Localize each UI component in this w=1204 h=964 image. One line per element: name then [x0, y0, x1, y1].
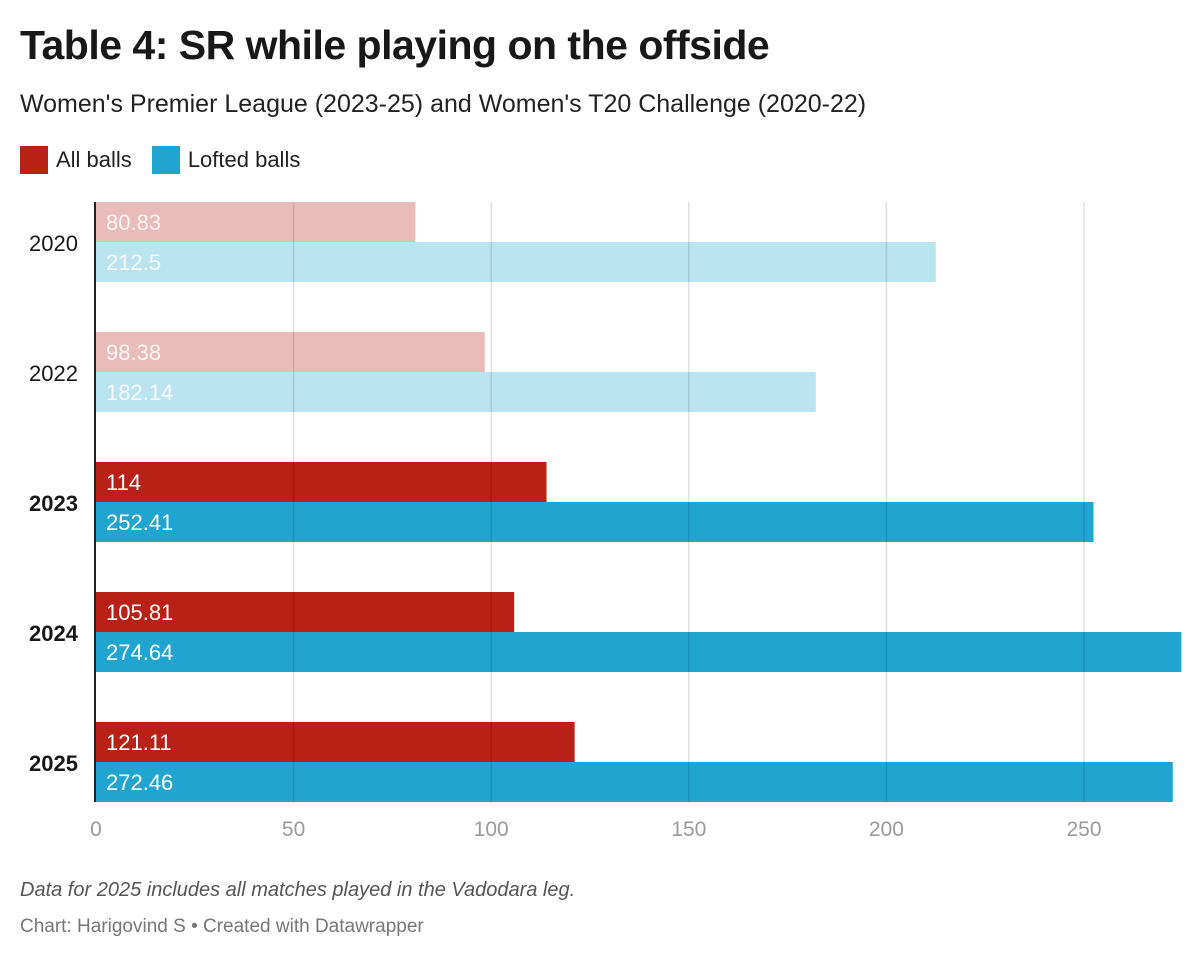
x-tick-label: 0 — [90, 818, 102, 841]
bar-all-balls-2020 — [96, 202, 416, 242]
legend-item-lofted-balls: Lofted balls — [151, 146, 301, 174]
bar-lofted-balls-2023 — [96, 502, 1094, 542]
bar-all-balls-2022 — [96, 332, 485, 372]
legend-label: Lofted balls — [187, 147, 301, 172]
x-tick-label: 50 — [282, 818, 305, 841]
data-label: 182.14 — [106, 380, 173, 405]
category-label: 2025 — [29, 751, 78, 776]
data-label: 98.38 — [106, 340, 161, 365]
bar-lofted-balls-2020 — [96, 242, 936, 282]
x-tick-label: 100 — [474, 818, 509, 841]
data-label: 114 — [106, 470, 141, 495]
bar-lofted-balls-2025 — [96, 762, 1173, 802]
category-label: 2020 — [29, 231, 78, 256]
data-label: 105.81 — [106, 600, 173, 625]
legend-label: All balls — [56, 147, 132, 172]
chart-subtitle: Women's Premier League (2023-25) and Wom… — [20, 90, 867, 118]
data-label: 212.5 — [106, 250, 161, 275]
category-label: 2024 — [29, 621, 79, 646]
legend: All balls Lofted balls — [20, 146, 300, 174]
chart-note: Data for 2025 includes all matches playe… — [20, 879, 576, 901]
bar-lofted-balls-2024 — [96, 632, 1182, 672]
x-tick-label: 250 — [1066, 818, 1101, 841]
data-label: 121.11 — [106, 730, 172, 755]
data-label: 274.64 — [106, 640, 173, 665]
legend-item-all-balls: All balls — [20, 146, 132, 174]
category-label: 2023 — [29, 491, 78, 516]
chart-title: Table 4: SR while playing on the offside — [20, 22, 770, 68]
chart-credit: Chart: Harigovind S • Created with Dataw… — [20, 916, 424, 937]
bar-all-balls-2025 — [96, 722, 575, 762]
data-label: 80.83 — [106, 210, 161, 235]
data-label: 272.46 — [106, 770, 173, 795]
data-label: 252.41 — [106, 510, 173, 535]
category-label: 2022 — [29, 361, 78, 386]
bar-all-balls-2023 — [96, 462, 547, 502]
bar-all-balls-2024 — [96, 592, 515, 632]
x-tick-label: 200 — [869, 818, 904, 841]
bar-lofted-balls-2022 — [96, 372, 816, 412]
legend-swatch-lofted-balls — [151, 146, 180, 174]
x-tick-label: 150 — [671, 818, 706, 841]
legend-swatch-all-balls — [20, 146, 48, 174]
